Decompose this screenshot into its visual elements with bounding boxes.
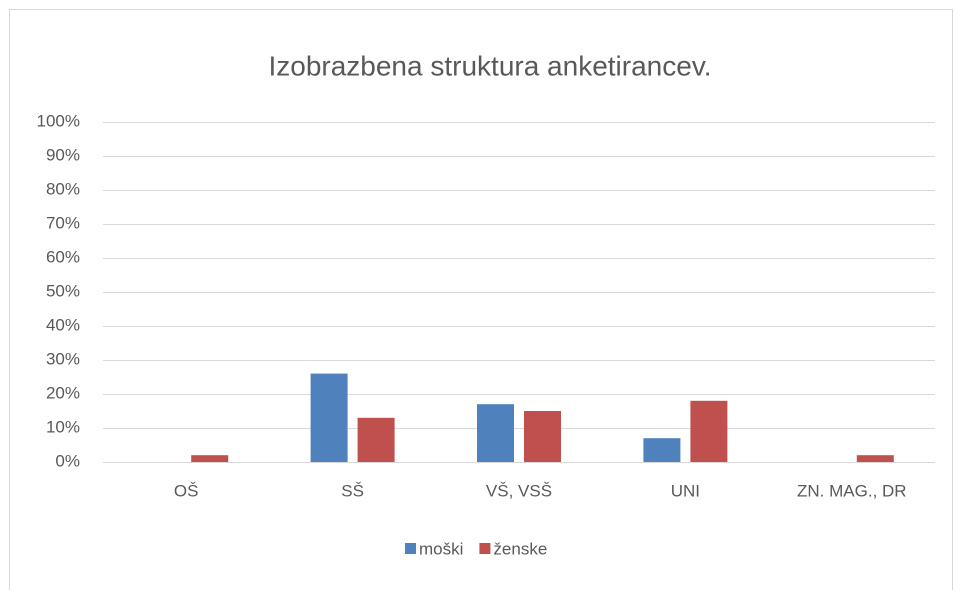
- legend-swatch: [479, 543, 491, 554]
- bar: [690, 400, 728, 462]
- chart-frame: [9, 9, 953, 590]
- bar: [477, 404, 514, 462]
- y-tick-label: 40%: [46, 315, 80, 334]
- bar: [856, 455, 894, 462]
- y-tick-label: 70%: [46, 213, 80, 232]
- x-tick-label: VŠ, VSŠ: [486, 481, 552, 500]
- bar: [643, 438, 681, 462]
- y-tick-label: 50%: [46, 281, 80, 300]
- y-tick-label: 10%: [46, 417, 80, 436]
- legend-swatch: [405, 543, 416, 554]
- bar: [524, 411, 561, 462]
- x-tick-label: OŠ: [174, 481, 199, 500]
- y-tick-label: 100%: [37, 111, 80, 130]
- chart-title: Izobrazbena struktura anketirancev.: [268, 50, 711, 81]
- legend-label: moški: [419, 539, 463, 558]
- x-tick-label: ZN. MAG., DR: [797, 481, 907, 500]
- bar: [357, 417, 395, 462]
- legend-label: ženske: [493, 539, 547, 558]
- y-tick-label: 90%: [46, 145, 80, 164]
- y-tick-label: 0%: [55, 451, 80, 470]
- y-tick-label: 20%: [46, 383, 80, 402]
- y-tick-label: 30%: [46, 349, 80, 368]
- bar: [191, 455, 229, 462]
- bar: [310, 373, 348, 462]
- y-tick-label: 80%: [46, 179, 80, 198]
- x-tick-label: SŠ: [341, 481, 364, 500]
- x-tick-label: UNI: [671, 481, 700, 500]
- y-tick-label: 60%: [46, 247, 80, 266]
